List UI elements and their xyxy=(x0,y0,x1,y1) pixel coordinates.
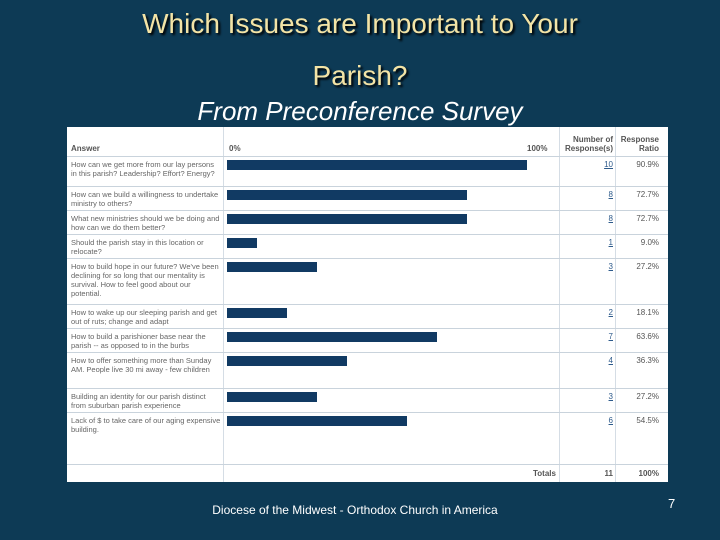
response-bar xyxy=(227,262,317,272)
survey-chart-panel: Answer 0% 100% Number of Response(s) Res… xyxy=(67,127,668,482)
response-ratio: 72.7% xyxy=(636,214,659,223)
answer-label: Should the parish stay in this location … xyxy=(71,238,204,256)
response-ratio: 27.2% xyxy=(636,392,659,401)
totals-row: Totals 11 100% xyxy=(67,464,668,482)
chart-row: Should the parish stay in this location … xyxy=(67,234,668,259)
answer-label: How can we build a willingness to undert… xyxy=(71,190,219,208)
response-bar xyxy=(227,160,527,170)
response-ratio: 72.7% xyxy=(636,190,659,199)
header-count-line-2: Response(s) xyxy=(564,144,613,153)
response-bar xyxy=(227,392,317,402)
response-count-link[interactable]: 1 xyxy=(608,238,613,247)
response-bar xyxy=(227,238,257,248)
response-count-link[interactable]: 8 xyxy=(608,214,613,223)
chart-row: How can we get more from our lay persons… xyxy=(67,156,668,187)
answer-label: How can we get more from our lay persons… xyxy=(71,160,215,178)
response-bar xyxy=(227,308,287,318)
footer-text: Diocese of the Midwest - Orthodox Church… xyxy=(212,503,498,517)
response-bar xyxy=(227,214,467,224)
answer-label: What new ministries should we be doing a… xyxy=(71,214,220,232)
response-bar xyxy=(227,332,437,342)
totals-ratio: 100% xyxy=(638,469,659,478)
axis-min-label: 0% xyxy=(229,144,241,153)
page-number: 7 xyxy=(668,496,676,511)
header-ratio-line-2: Ratio xyxy=(639,144,659,153)
response-ratio: 54.5% xyxy=(636,416,659,425)
answer-label: How to build a parishioner base near the… xyxy=(71,332,206,350)
response-count-link[interactable]: 2 xyxy=(608,308,613,317)
chart-row: How to build a parishioner base near the… xyxy=(67,328,668,353)
chart-row: What new ministries should we be doing a… xyxy=(67,210,668,235)
answer-label: Building an identity for our parish dist… xyxy=(71,392,206,410)
chart-row: Lack of $ to take care of our aging expe… xyxy=(67,412,668,437)
totals-count: 11 xyxy=(604,469,613,478)
header-answer: Answer xyxy=(71,144,100,153)
totals-label: Totals xyxy=(533,469,556,478)
response-count-link[interactable]: 8 xyxy=(608,190,613,199)
response-count-link[interactable]: 6 xyxy=(608,416,613,425)
response-bar xyxy=(227,190,467,200)
answer-label: Lack of $ to take care of our aging expe… xyxy=(71,416,221,434)
response-count-link[interactable]: 3 xyxy=(608,392,613,401)
chart-row: How to build hope in our future? We've b… xyxy=(67,258,668,305)
slide-title-line-2: Parish? xyxy=(312,60,408,91)
chart-row: How to offer something more than Sunday … xyxy=(67,352,668,389)
chart-row: Building an identity for our parish dist… xyxy=(67,388,668,413)
response-ratio: 9.0% xyxy=(640,238,659,247)
slide-subtitle: From Preconference Survey xyxy=(197,96,523,126)
response-count-link[interactable]: 4 xyxy=(608,356,613,365)
response-bar xyxy=(227,416,407,426)
header-ratio-line-1: Response xyxy=(620,135,659,144)
header-count-line-1: Number of xyxy=(573,135,613,144)
response-bar xyxy=(227,356,347,366)
response-ratio: 27.2% xyxy=(636,262,659,271)
slide-title-line-1: Which Issues are Important to Your xyxy=(142,8,578,39)
response-ratio: 36.3% xyxy=(636,356,659,365)
answer-label: How to offer something more than Sunday … xyxy=(71,356,212,374)
response-count-link[interactable]: 3 xyxy=(608,262,613,271)
answer-label: How to wake up our sleeping parish and g… xyxy=(71,308,217,326)
answer-label: How to build hope in our future? We've b… xyxy=(71,262,219,298)
response-ratio: 18.1% xyxy=(636,308,659,317)
axis-max-label: 100% xyxy=(527,144,548,153)
response-ratio: 90.9% xyxy=(636,160,659,169)
response-ratio: 63.6% xyxy=(636,332,659,341)
chart-row: How to wake up our sleeping parish and g… xyxy=(67,304,668,329)
chart-row: How can we build a willingness to undert… xyxy=(67,186,668,211)
response-count-link[interactable]: 10 xyxy=(604,160,613,169)
response-count-link[interactable]: 7 xyxy=(608,332,613,341)
